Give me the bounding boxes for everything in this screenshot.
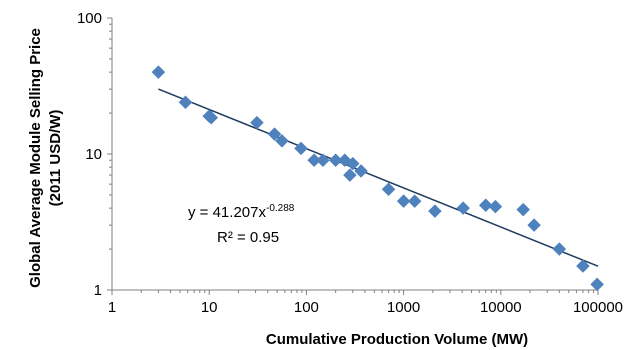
data-point-marker: [151, 65, 166, 79]
data-point-marker: [178, 95, 193, 110]
data-point-marker: [576, 259, 590, 273]
r-squared-label: R² = 0.95: [217, 229, 279, 246]
y-tick-label: 100: [77, 10, 102, 27]
tick-labels: 1 10 100 1 10 100 1000 10000 100000: [77, 10, 623, 316]
axes: [107, 17, 599, 295]
trendline-layer: [158, 88, 599, 267]
data-point-marker: [267, 127, 282, 141]
data-point-marker: [396, 194, 411, 209]
data-point-marker: [428, 204, 442, 219]
data-point-marker: [354, 164, 368, 178]
data-point-marker: [488, 199, 503, 214]
data-point-marker: [590, 277, 605, 292]
data-point-marker: [328, 153, 343, 168]
data-point-marker: [250, 115, 264, 130]
x-axis-title: Cumulative Production Volume (MW): [266, 331, 528, 348]
trendline-equation-base: y = 41.207x: [188, 204, 266, 221]
data-point-marker: [407, 194, 422, 209]
y-axis-title-line1: Global Average Module Selling Price: [27, 28, 44, 288]
data-point-marker: [478, 198, 493, 213]
data-points: [151, 65, 605, 292]
trendline-equation: y = 41.207x-0.288: [188, 203, 295, 221]
data-point-marker: [552, 242, 567, 256]
data-point-marker: [204, 110, 219, 125]
data-point-marker: [527, 218, 541, 232]
x-tick-label: 100000: [573, 299, 623, 316]
data-point-marker: [343, 168, 357, 182]
data-point-marker: [345, 156, 360, 171]
y-axis-title-line2: (2011 USD/W): [47, 110, 64, 207]
data-point-marker: [337, 153, 352, 168]
x-tick-label: 1: [108, 299, 116, 316]
data-point-marker: [516, 202, 531, 217]
data-point-marker: [381, 182, 396, 197]
x-tick-label: 10: [201, 299, 218, 316]
y-tick-label: 1: [94, 282, 102, 299]
data-point-marker: [275, 133, 289, 148]
data-point-marker: [294, 141, 308, 156]
data-point-marker: [456, 201, 471, 215]
x-tick-label: 100: [294, 299, 319, 316]
x-tick-label: 1000: [387, 299, 420, 316]
trendline: [158, 88, 599, 267]
y-tick-label: 10: [85, 146, 102, 163]
data-point-marker: [316, 153, 330, 168]
x-tick-label: 10000: [480, 299, 522, 316]
trendline-equation-exponent: -0.288: [266, 203, 295, 214]
